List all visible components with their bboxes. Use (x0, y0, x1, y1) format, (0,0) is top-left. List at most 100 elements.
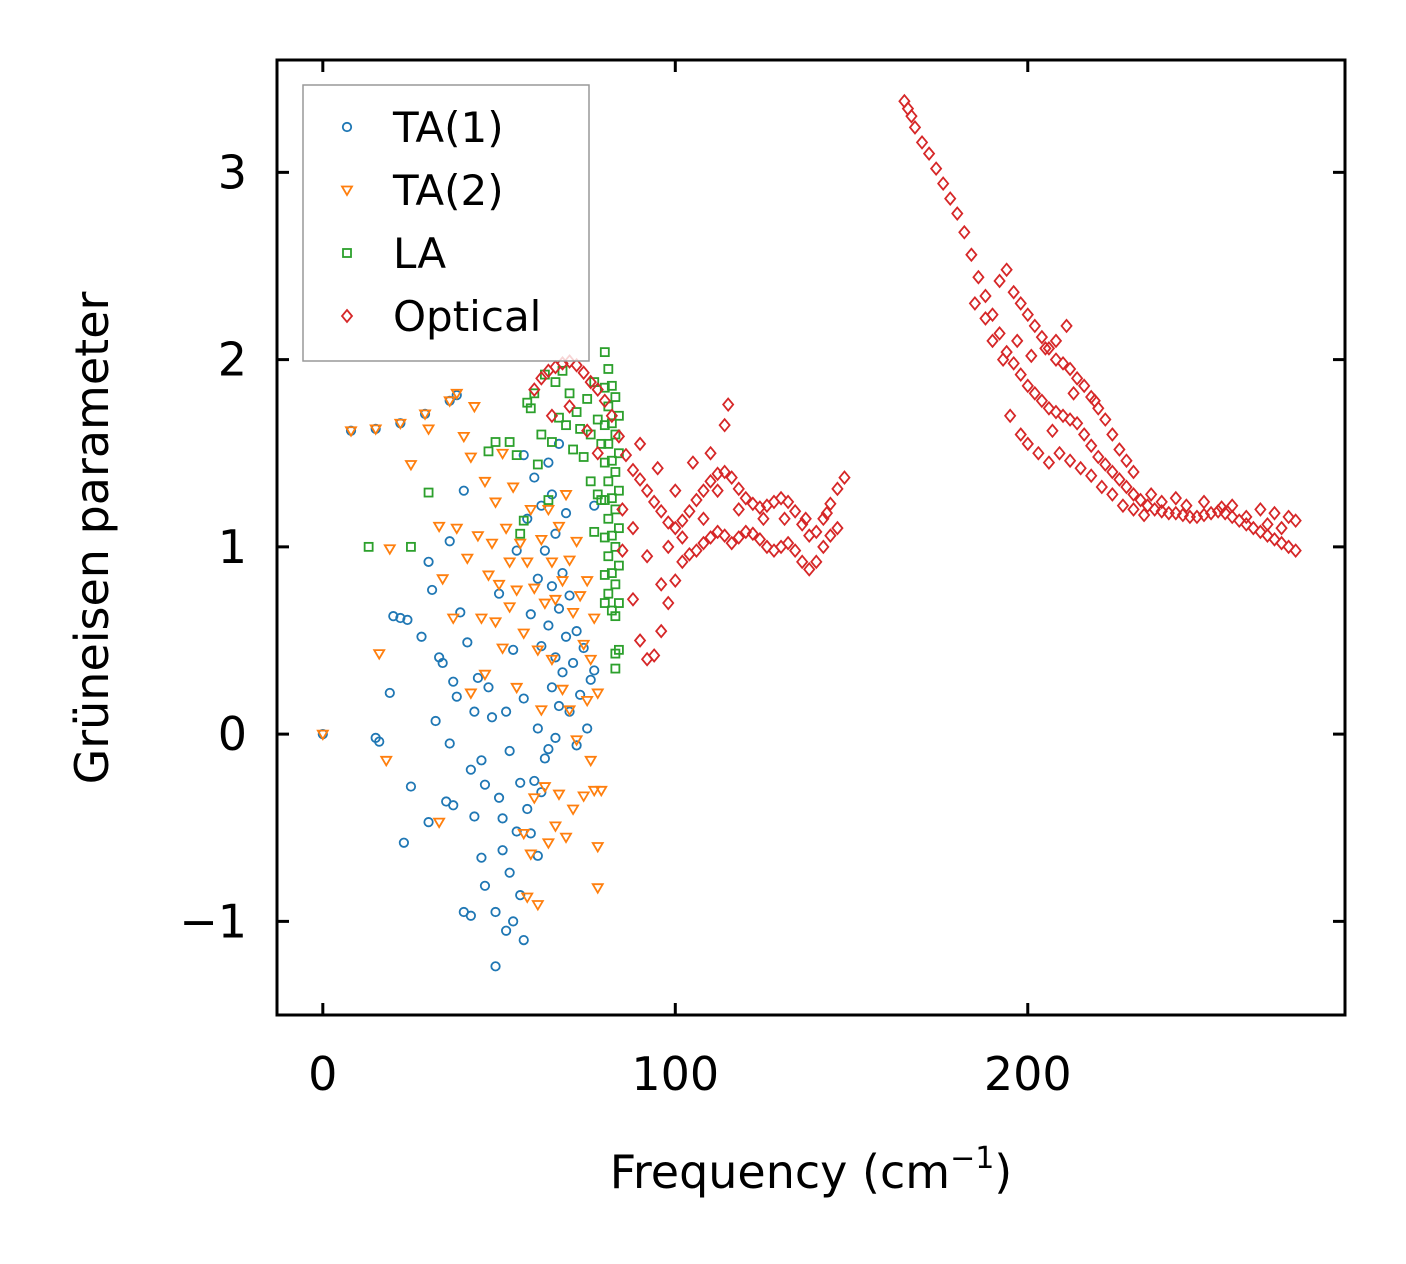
data-point (1176, 507, 1190, 523)
data-point (432, 817, 446, 829)
data-point (405, 781, 417, 792)
data-point (316, 729, 330, 741)
data-point (1190, 509, 1204, 525)
data-point (753, 500, 767, 515)
data-point (1014, 367, 1027, 382)
data-point (1063, 453, 1077, 469)
data-point (436, 574, 450, 586)
data-point (1289, 543, 1302, 559)
data-point (525, 609, 536, 620)
data-point (721, 397, 735, 412)
ticks-layer: 0 100 200 −1 0 1 2 3 (179, 60, 1345, 1101)
x-axis-label-main: Frequency (cm (610, 1145, 950, 1199)
data-point (517, 828, 531, 841)
data-point (529, 472, 540, 483)
data-point (543, 457, 554, 468)
data-point (1261, 516, 1274, 532)
data-point (614, 560, 624, 571)
data-point (476, 755, 487, 766)
data-point (616, 543, 629, 559)
data-point (562, 555, 577, 567)
data-point (520, 557, 534, 569)
data-point (483, 446, 494, 457)
data-point (555, 684, 570, 696)
data-point (486, 712, 498, 723)
data-point (545, 408, 559, 424)
data-point (1106, 427, 1119, 442)
data-point (614, 523, 624, 534)
data-point (490, 961, 501, 972)
data-point (545, 654, 559, 666)
data-point (534, 705, 548, 717)
data-point (562, 705, 577, 717)
data-point (571, 740, 582, 751)
data-point (535, 370, 548, 386)
data-point (541, 838, 555, 850)
data-point (610, 392, 621, 402)
data-point (497, 845, 508, 856)
data-point (610, 579, 621, 590)
data-point (591, 883, 605, 895)
data-point (993, 273, 1006, 289)
data-point (796, 516, 809, 532)
data-point (1035, 329, 1049, 345)
data-point (599, 347, 610, 358)
data-point (504, 437, 515, 447)
data-point (587, 785, 601, 798)
data-point (416, 631, 427, 642)
data-point (543, 743, 554, 755)
data-point (1204, 505, 1218, 521)
data-point (1169, 490, 1182, 506)
data-point (1049, 333, 1063, 349)
data-point (614, 485, 624, 496)
data-point (1268, 531, 1281, 547)
data-point (444, 738, 455, 749)
data-point (603, 476, 614, 487)
data-point (647, 648, 661, 663)
legend-entry-label: Optical (393, 292, 541, 341)
data-point (986, 307, 999, 323)
data-point (384, 687, 395, 699)
data-point (739, 524, 752, 540)
y-tick-label: −1 (179, 894, 247, 948)
data-point (515, 777, 526, 788)
data-point (922, 146, 936, 162)
data-point (559, 490, 573, 502)
data-point (1169, 505, 1182, 521)
data-point (817, 511, 830, 527)
data-point (603, 551, 614, 562)
data-point (546, 581, 558, 592)
data-point (465, 764, 476, 775)
data-point (398, 837, 409, 848)
data-point (732, 481, 745, 497)
data-point (443, 396, 457, 408)
data-point (570, 357, 583, 373)
data-point (603, 438, 614, 449)
data-point (518, 515, 529, 526)
data-point (567, 657, 579, 669)
data-point (555, 576, 570, 588)
data-point (515, 528, 526, 539)
data-point (781, 494, 795, 510)
x-axis-label-superscript: −1 (950, 1141, 994, 1176)
data-point (589, 377, 600, 387)
data-point (575, 689, 586, 700)
data-point (633, 472, 647, 487)
data-point (1155, 494, 1168, 510)
data-point (570, 536, 584, 549)
data-point (1077, 427, 1091, 442)
data-point (606, 418, 617, 429)
data-point (1032, 445, 1045, 461)
data-point (543, 495, 554, 505)
data-point (532, 723, 543, 734)
data-point (711, 466, 724, 482)
data-point (503, 602, 517, 614)
data-point (501, 925, 512, 936)
data-point (426, 584, 438, 596)
data-point (732, 502, 745, 517)
data-point (455, 607, 466, 618)
data-point (582, 723, 593, 734)
series-optical (528, 93, 1302, 667)
data-point (915, 134, 929, 150)
